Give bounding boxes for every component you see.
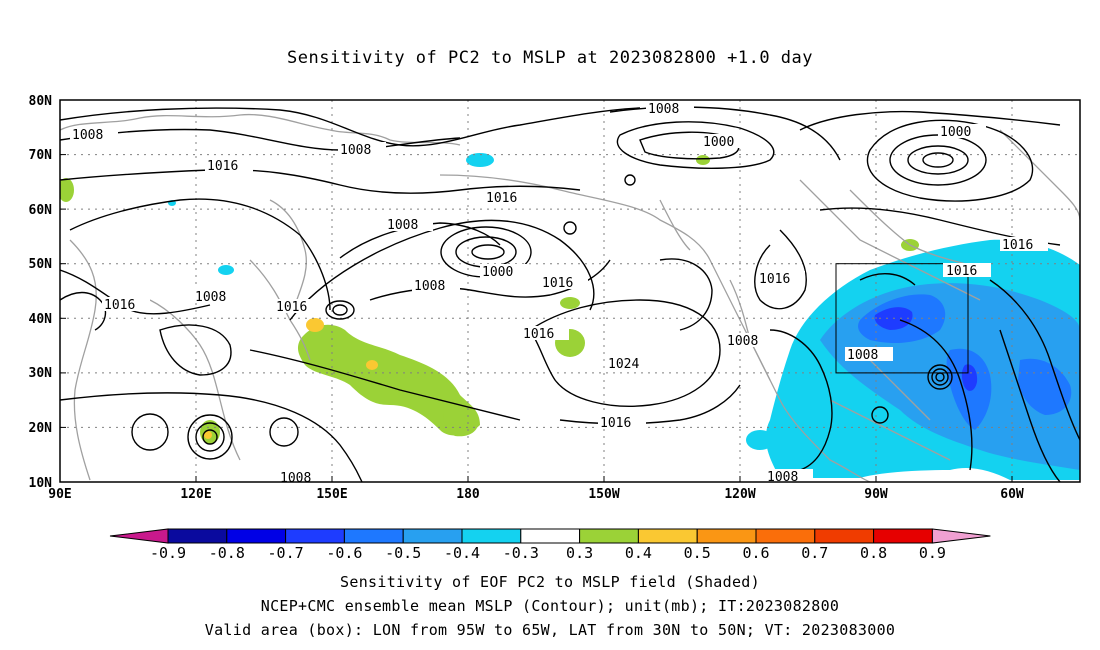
contour-label: 1000	[703, 135, 734, 150]
colorbar-high-end	[931, 528, 991, 544]
lat-label: 20N	[29, 421, 53, 436]
contour-labels: 1008 1008 1000 1000 1008 1016 1016 1008 …	[70, 101, 1048, 486]
caption-line-2: NCEP+CMC ensemble mean MSLP (Contour); u…	[260, 597, 840, 615]
contour-label: 1016	[104, 298, 135, 313]
colorbar-swatch	[343, 528, 404, 544]
colorbar: -0.9 -0.8 -0.7 -0.6 -0.5 -0.4 -0.3 0.3 0.4 0.5 0.6…	[109, 528, 991, 562]
contour-label: 1016	[486, 191, 517, 206]
mslp-contours	[60, 106, 1080, 482]
contour-label: 1016	[542, 276, 573, 291]
colorbar-label: 0.8	[860, 544, 887, 562]
contour-label: 1008	[340, 143, 371, 158]
lon-label: 90E	[48, 487, 71, 502]
contour-label: 1008	[280, 471, 311, 486]
colorbar-swatch	[226, 528, 287, 544]
contour-label: 1000	[940, 125, 971, 140]
colorbar-label: -0.7	[268, 544, 304, 562]
lon-label: 60W	[1000, 487, 1024, 502]
colorbar-swatch	[755, 528, 816, 544]
lon-label: 120E	[180, 487, 211, 502]
colorbar-swatch	[579, 528, 639, 544]
lon-label: 90W	[864, 487, 888, 502]
lat-label: 80N	[29, 94, 53, 109]
colorbar-swatch	[167, 528, 228, 544]
colorbar-label: -0.4	[444, 544, 480, 562]
lat-label: 60N	[29, 203, 53, 218]
longitude-labels: 90E 120E 150E 180 150W 120W 90W 60W	[48, 487, 1024, 502]
colorbar-swatch	[814, 528, 875, 544]
colorbar-swatch	[696, 528, 757, 544]
colorbar-label: 0.3	[566, 544, 593, 562]
contour-label: 1024	[608, 357, 639, 372]
colorbar-swatch	[520, 528, 581, 544]
colorbar-label: -0.5	[385, 544, 421, 562]
contour-label: 1016	[946, 264, 977, 279]
lat-label: 50N	[29, 257, 53, 272]
map-title: Sensitivity of PC2 to MSLP at 2023082800…	[286, 48, 813, 68]
contour-label: 1008	[847, 348, 878, 363]
contour-label: 1008	[195, 290, 226, 305]
colorbar-label: -0.3	[503, 544, 539, 562]
shaded-sensitivity	[60, 153, 1080, 480]
contour-label: 1008	[648, 102, 679, 117]
colorbar-label: -0.6	[326, 544, 362, 562]
contour-label: 1008	[387, 218, 418, 233]
contour-label: 1008	[727, 334, 758, 349]
colorbar-swatch	[637, 528, 698, 544]
contour-label: 1008	[72, 128, 103, 143]
lon-label: 150W	[588, 487, 619, 502]
lat-label: 10N	[29, 476, 53, 491]
colorbar-label: -0.8	[209, 544, 245, 562]
lon-label: 180	[456, 487, 480, 502]
contour-label: 1008	[414, 279, 445, 294]
colorbar-swatch	[285, 528, 345, 544]
colorbar-swatch	[873, 528, 933, 544]
contour-label: 1000	[482, 265, 513, 280]
latitude-labels: 80N 70N 60N 50N 40N 30N 20N 10N	[29, 94, 53, 491]
lon-label: 120W	[724, 487, 755, 502]
colorbar-label: 0.9	[919, 544, 946, 562]
axis-ticks	[60, 99, 1013, 482]
valid-area-box	[835, 263, 969, 374]
colorbar-swatch	[461, 528, 522, 544]
contour-label: 1016	[600, 416, 631, 431]
caption-line-1: Sensitivity of EOF PC2 to MSLP field (Sh…	[340, 573, 760, 591]
lon-label: 150E	[316, 487, 347, 502]
contour-label: 1016	[207, 159, 238, 174]
colorbar-label: 0.4	[625, 544, 652, 562]
colorbar-label: 0.5	[684, 544, 711, 562]
contour-label: 1016	[523, 327, 554, 342]
colorbar-swatch	[402, 528, 463, 544]
colorbar-label: 0.6	[742, 544, 769, 562]
colorbar-label: 0.7	[801, 544, 828, 562]
contour-label: 1016	[276, 300, 307, 315]
caption-line-3: Valid area (box): LON from 95W to 65W, L…	[204, 621, 896, 639]
colorbar-low-end	[109, 528, 169, 544]
lat-label: 30N	[29, 366, 53, 381]
colorbar-label: -0.9	[150, 544, 186, 562]
lat-label: 40N	[29, 312, 53, 327]
contour-label: 1016	[759, 272, 790, 287]
coastlines	[60, 113, 1080, 482]
contour-label: 1016	[1002, 238, 1033, 253]
lat-label: 70N	[29, 148, 53, 163]
plot-frame	[59, 99, 1081, 483]
